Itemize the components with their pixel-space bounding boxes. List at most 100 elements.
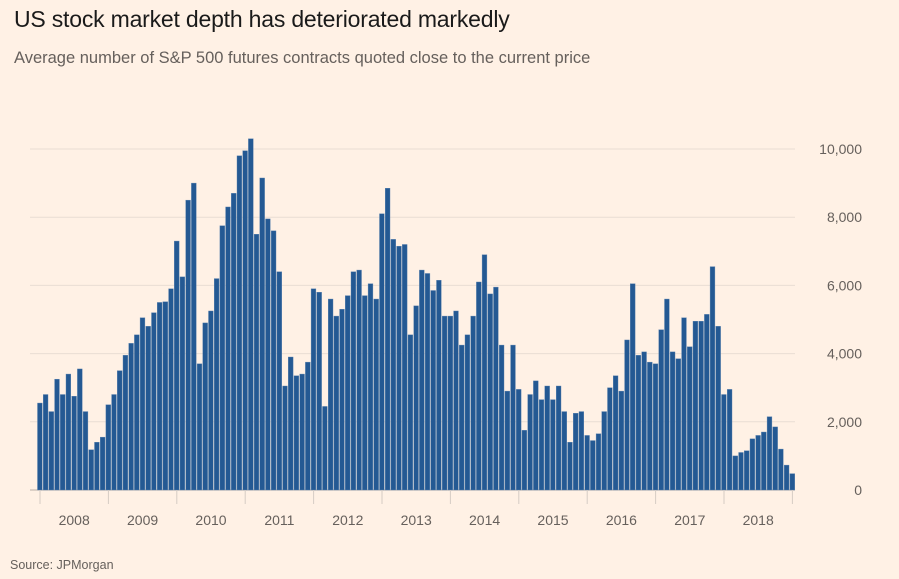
- bar: [105, 404, 111, 491]
- bar: [385, 188, 391, 491]
- bar: [687, 346, 693, 491]
- bar: [231, 193, 237, 491]
- bar: [202, 322, 208, 491]
- bar: [658, 329, 664, 491]
- bar: [493, 286, 499, 491]
- bar: [282, 385, 288, 491]
- y-tick-label: 10,000: [819, 141, 862, 157]
- bar: [390, 239, 396, 491]
- bar: [242, 150, 248, 491]
- bar: [60, 394, 66, 491]
- x-tick-label: 2008: [59, 512, 90, 528]
- bar: [379, 213, 385, 491]
- y-tick-label: 0: [854, 482, 862, 498]
- bar: [48, 411, 54, 491]
- bar: [510, 344, 516, 491]
- bar: [396, 245, 402, 491]
- bar: [37, 402, 43, 491]
- bar: [459, 344, 465, 491]
- bar: [692, 321, 699, 491]
- bar: [601, 411, 607, 491]
- bar: [77, 368, 83, 491]
- bar: [613, 375, 619, 491]
- bar: [43, 394, 49, 491]
- y-tick-label: 4,000: [827, 346, 862, 362]
- bar: [584, 435, 590, 491]
- bar: [362, 295, 368, 491]
- bar: [402, 244, 408, 491]
- bar: [447, 315, 453, 491]
- bar: [174, 240, 180, 491]
- bar: [248, 138, 254, 491]
- bar: [556, 385, 562, 491]
- bar: [755, 435, 761, 491]
- bar: [732, 455, 738, 491]
- bar: [721, 394, 727, 491]
- bar: [128, 343, 134, 491]
- x-tick-label: 2016: [606, 512, 637, 528]
- bar: [715, 326, 721, 491]
- bar: [527, 394, 533, 491]
- bar: [499, 344, 505, 491]
- bar: [94, 442, 100, 491]
- y-tick-label: 8,000: [827, 209, 862, 225]
- bar: [373, 298, 379, 491]
- bar: [419, 269, 425, 491]
- bar: [442, 315, 448, 491]
- bar: [328, 298, 334, 491]
- bar: [630, 283, 636, 491]
- bar: [424, 273, 431, 491]
- bar: [766, 416, 773, 491]
- bar: [288, 356, 294, 491]
- bar: [681, 317, 687, 491]
- bar: [259, 177, 265, 491]
- chart-source: Source: JPMorgan: [10, 558, 114, 572]
- bar: [595, 433, 602, 491]
- bar: [470, 315, 476, 491]
- x-tick-label: 2015: [537, 512, 568, 528]
- bar: [219, 225, 225, 491]
- bar: [162, 301, 168, 491]
- chart-subtitle: Average number of S&P 500 futures contra…: [14, 49, 591, 67]
- bar: [647, 361, 653, 491]
- x-tick-label: 2011: [264, 512, 294, 528]
- bar: [134, 334, 140, 491]
- bar: [345, 295, 351, 491]
- bar: [293, 375, 300, 491]
- bar: [481, 254, 488, 491]
- x-tick-label: 2009: [127, 512, 158, 528]
- y-tick-label: 6,000: [827, 277, 862, 293]
- bar: [704, 314, 710, 491]
- bar: [738, 452, 744, 491]
- bar: [561, 411, 567, 491]
- x-tick-label: 2018: [743, 512, 774, 528]
- bar: [339, 309, 345, 491]
- bar: [271, 230, 277, 491]
- x-axis: 2008 2009 2010 2011 2012 2013 2014 2015 2016 2017…: [39, 490, 793, 528]
- bar: [544, 385, 550, 491]
- bar: [168, 288, 174, 491]
- x-tick-label: 2010: [195, 512, 226, 528]
- x-tick-label: 2013: [401, 512, 432, 528]
- x-tick-label: 2017: [674, 512, 705, 528]
- bar: [744, 450, 750, 491]
- bar: [641, 351, 647, 491]
- bar: [464, 334, 471, 491]
- y-axis-ticks: 0 2,000 4,000 6,000 8,000 10,000: [819, 141, 862, 498]
- bar: [185, 199, 191, 491]
- bar: [333, 315, 339, 491]
- bar: [624, 339, 630, 491]
- bar: [213, 278, 220, 491]
- bar: [453, 310, 459, 491]
- bar: [236, 155, 243, 491]
- bar: [727, 389, 733, 491]
- bar: [618, 390, 624, 491]
- chart-title: US stock market depth has deteriorated m…: [14, 6, 510, 32]
- bar: [265, 218, 271, 491]
- bar: [635, 355, 642, 491]
- bar: [578, 411, 585, 491]
- y-tick-label: 2,000: [827, 414, 862, 430]
- bar: [350, 271, 357, 491]
- bar: [778, 448, 784, 491]
- bar: [208, 310, 214, 491]
